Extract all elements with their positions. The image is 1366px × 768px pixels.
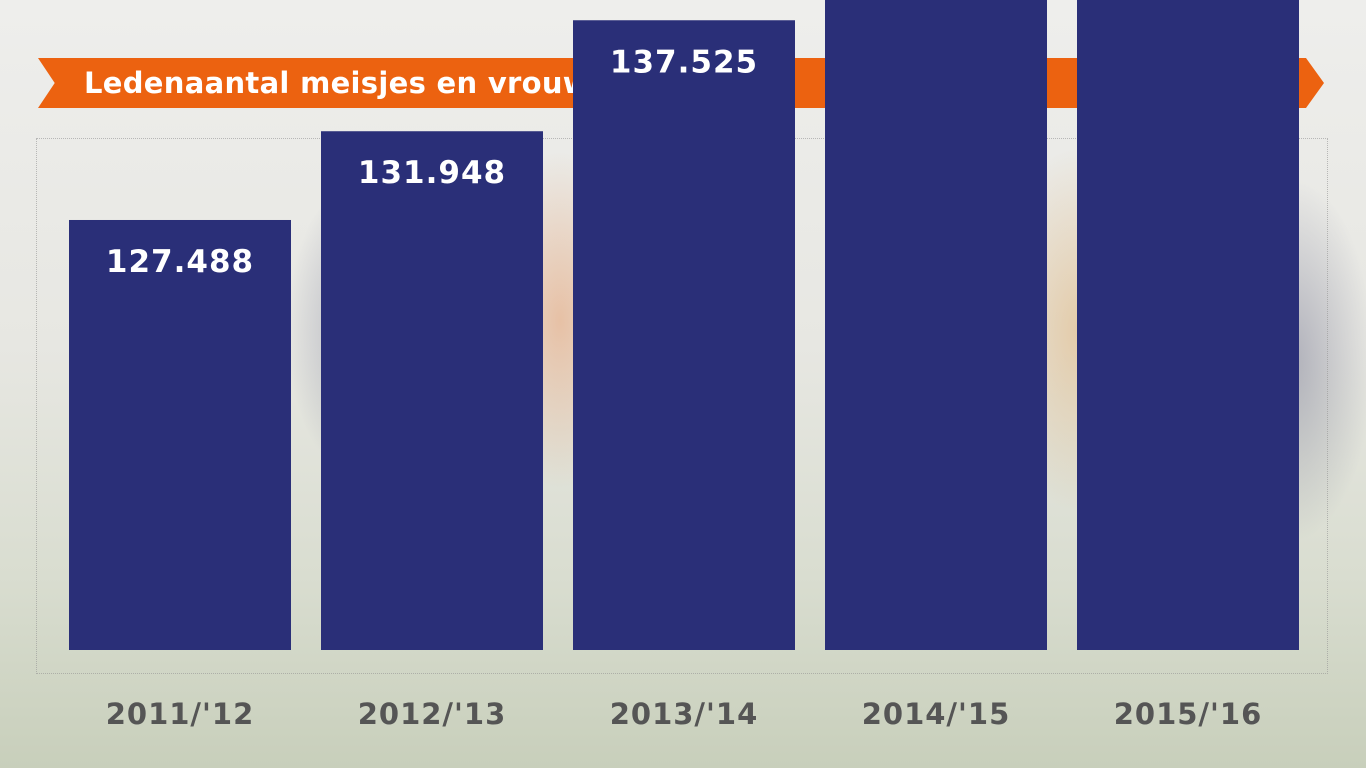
chart-title: Ledenaantal meisjes en vrouwen (84, 66, 631, 100)
data-label: 137.525 (610, 44, 758, 80)
x-tick-label: 2012/'13 (358, 697, 507, 731)
x-tick-label: 2015/'16 (1114, 697, 1263, 731)
x-tick-label: 2011/'12 (106, 697, 255, 731)
bar-2013/'14 (573, 20, 795, 650)
data-label: 127.488 (106, 244, 254, 280)
bar-2011/'12 (69, 219, 291, 650)
bar-2012/'13 (321, 131, 543, 650)
x-tick-label: 2013/'14 (610, 697, 759, 731)
bar-2015/'16 (1077, 0, 1299, 650)
bar-2014/'15 (825, 0, 1047, 650)
data-label: 131.948 (358, 155, 506, 191)
x-tick-label: 2014/'15 (862, 697, 1011, 731)
